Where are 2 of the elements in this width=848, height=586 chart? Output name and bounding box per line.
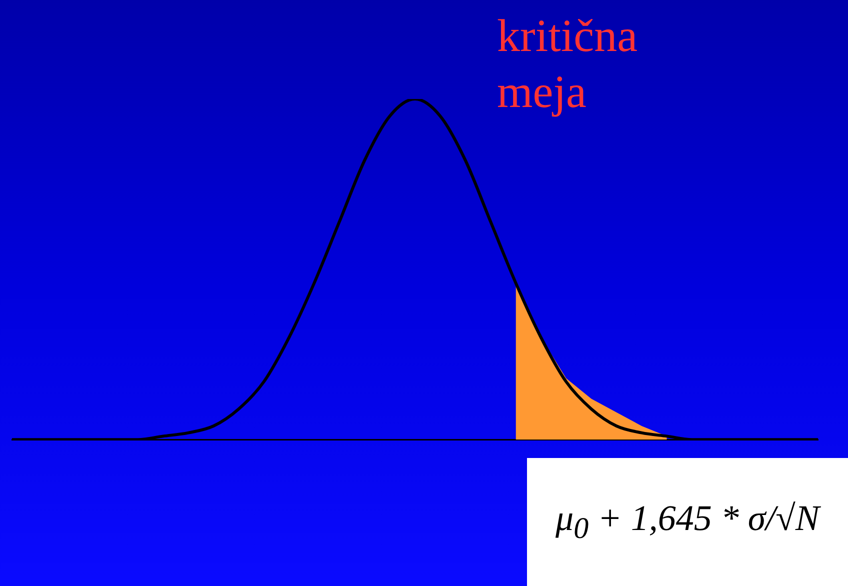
annotation: kritična meja <box>497 9 638 119</box>
text: μ$_{0}$ + 1,645 * σ/√N <box>556 497 820 547</box>
